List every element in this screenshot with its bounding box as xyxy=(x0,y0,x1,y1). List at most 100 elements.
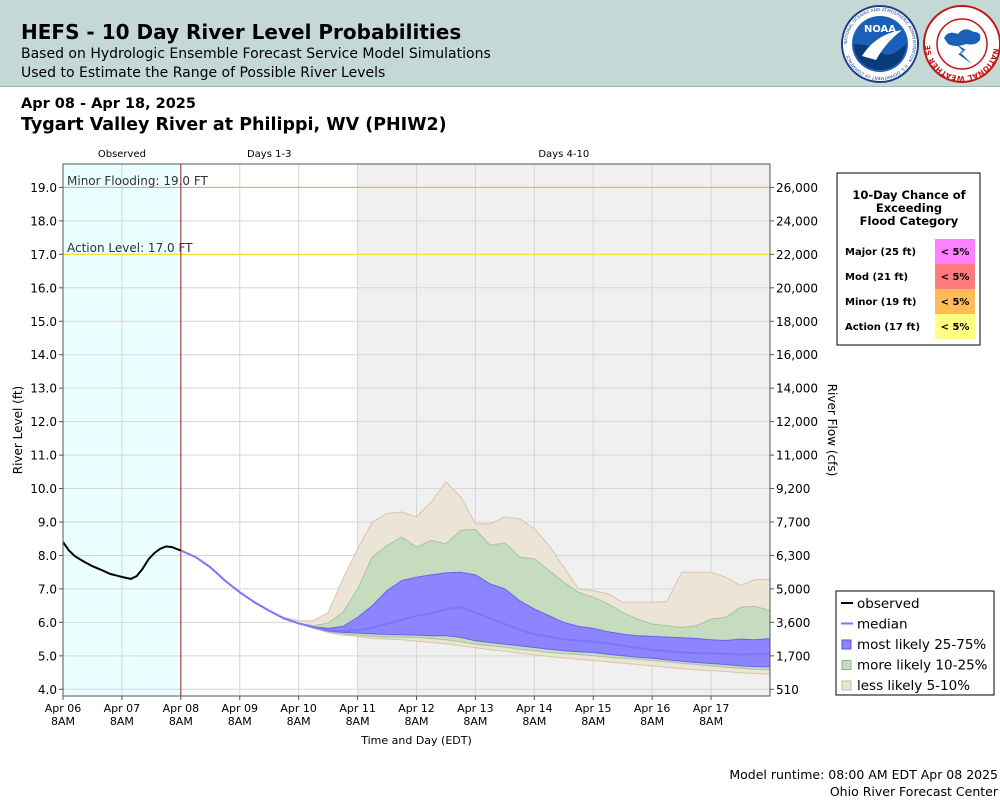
right-tick-label: 12,000 xyxy=(776,415,818,429)
exceedance-category: Action (17 ft) xyxy=(845,322,920,333)
x-tick-label: Apr 11 xyxy=(339,702,376,715)
exceedance-title: Flood Category xyxy=(860,214,959,228)
y-tick-label: 17.0 xyxy=(30,248,57,262)
x-tick-label: 8AM xyxy=(346,715,370,728)
y-axis-label-right: River Flow (cfs) xyxy=(825,384,839,477)
y-tick-label: 12.0 xyxy=(30,415,57,429)
exceedance-category: Minor (19 ft) xyxy=(845,297,916,308)
noaa-logo-text: NOAA xyxy=(864,24,896,35)
period-label: Days 4-10 xyxy=(538,149,589,160)
x-tick-label: 8AM xyxy=(463,715,487,728)
legend-entry: more likely 10-25% xyxy=(857,658,988,674)
subtitle-line-1: Based on Hydrologic Ensemble Forecast Se… xyxy=(21,46,491,62)
page-title: HEFS - 10 Day River Level Probabilities xyxy=(21,20,462,44)
y-tick-label: 9.0 xyxy=(38,516,57,530)
exceedance-title: Exceeding xyxy=(876,201,942,215)
x-tick-label: Apr 16 xyxy=(634,702,671,715)
y-tick-label: 6.0 xyxy=(38,616,57,630)
y-tick-label: 18.0 xyxy=(30,214,57,228)
right-tick-label: 22,000 xyxy=(776,248,818,262)
exceedance-chance: < 5% xyxy=(941,272,970,283)
period-label: Observed xyxy=(98,149,146,160)
right-tick-label: 26,000 xyxy=(776,181,818,195)
threshold-label: Minor Flooding: 19.0 FT xyxy=(67,174,209,188)
x-axis-label: Time and Day (EDT) xyxy=(360,734,472,747)
legend-swatch xyxy=(841,639,852,650)
exceedance-category: Mod (21 ft) xyxy=(845,272,908,283)
y-tick-label: 14.0 xyxy=(30,348,57,362)
right-tick-label: 24,000 xyxy=(776,214,818,228)
x-tick-label: Apr 13 xyxy=(457,702,494,715)
x-tick-label: Apr 10 xyxy=(280,702,317,715)
x-tick-label: Apr 08 xyxy=(163,702,200,715)
x-tick-label: Apr 15 xyxy=(575,702,612,715)
right-tick-label: 18,000 xyxy=(776,315,818,329)
legend-entry: most likely 25-75% xyxy=(857,637,986,653)
x-tick-label: 8AM xyxy=(404,715,428,728)
y-tick-label: 19.0 xyxy=(30,181,57,195)
x-tick-label: 8AM xyxy=(522,715,546,728)
right-tick-label: 5,000 xyxy=(776,582,810,596)
legend-entry: median xyxy=(857,617,908,633)
period-label: Days 1-3 xyxy=(247,149,291,160)
forecast-center: Ohio River Forecast Center xyxy=(829,784,998,799)
observed-line xyxy=(62,541,182,580)
station-name: Tygart Valley River at Philippi, WV (PHI… xyxy=(21,115,447,135)
x-tick-label: 8AM xyxy=(640,715,664,728)
right-tick-label: 16,000 xyxy=(776,348,818,362)
noaa-logo: NOAA NATIONAL OCEANIC AND ATMOSPHERIC AD… xyxy=(841,5,919,83)
right-tick-label: 20,000 xyxy=(776,281,818,295)
y-tick-label: 10.0 xyxy=(30,482,57,496)
x-tick-label: Apr 07 xyxy=(104,702,141,715)
x-tick-label: 8AM xyxy=(228,715,252,728)
y-tick-label: 7.0 xyxy=(38,582,57,596)
exceedance-chance: < 5% xyxy=(941,322,970,333)
exceedance-chance-cell xyxy=(935,239,975,264)
nws-logo: NATIONAL WEATHER SERVICE xyxy=(922,4,1000,83)
y-tick-label: 16.0 xyxy=(30,281,57,295)
y-axis-label-left: River Level (ft) xyxy=(11,386,25,474)
x-tick-label: Apr 12 xyxy=(398,702,435,715)
x-tick-label: 8AM xyxy=(110,715,134,728)
exceedance-chance: < 5% xyxy=(941,247,970,258)
exceedance-chance: < 5% xyxy=(941,297,970,308)
right-tick-label: 510 xyxy=(776,683,799,697)
y-tick-label: 4.0 xyxy=(38,683,57,697)
y-tick-label: 5.0 xyxy=(38,649,57,663)
x-tick-label: 8AM xyxy=(169,715,193,728)
exceedance-title: 10-Day Chance of xyxy=(852,188,966,202)
threshold-label: Action Level: 17.0 FT xyxy=(67,241,193,255)
x-tick-label: 8AM xyxy=(287,715,311,728)
legend-entry: less likely 5-10% xyxy=(857,678,970,694)
x-tick-label: Apr 17 xyxy=(693,702,730,715)
legend-entry: observed xyxy=(857,596,920,612)
y-tick-label: 13.0 xyxy=(30,382,57,396)
right-tick-label: 6,300 xyxy=(776,549,810,563)
date-range: Apr 08 - Apr 18, 2025 xyxy=(21,96,196,112)
header-banner: HEFS - 10 Day River Level Probabilities … xyxy=(0,0,1000,87)
right-tick-label: 9,200 xyxy=(776,482,810,496)
right-tick-label: 1,700 xyxy=(776,649,810,663)
legend-swatch xyxy=(841,660,852,670)
exceedance-chance-cell xyxy=(935,289,975,314)
exceedance-category: Major (25 ft) xyxy=(845,247,916,258)
subtitle-line-2: Used to Estimate the Range of Possible R… xyxy=(21,65,386,81)
x-tick-label: Apr 06 xyxy=(45,702,82,715)
right-tick-label: 7,700 xyxy=(776,516,810,530)
median-line xyxy=(180,549,771,656)
x-tick-label: 8AM xyxy=(581,715,605,728)
x-tick-label: 8AM xyxy=(51,715,75,728)
x-tick-label: Apr 09 xyxy=(221,702,258,715)
x-tick-label: 8AM xyxy=(699,715,723,728)
legend-box xyxy=(835,590,995,696)
model-runtime: Model runtime: 08:00 AM EDT Apr 08 2025 xyxy=(729,767,998,782)
exceedance-chance-cell xyxy=(935,264,975,289)
exceedance-chance-cell xyxy=(935,314,975,339)
right-tick-label: 3,600 xyxy=(776,616,810,630)
y-tick-label: 8.0 xyxy=(38,549,57,563)
right-tick-label: 11,000 xyxy=(776,449,818,463)
y-tick-label: 15.0 xyxy=(30,315,57,329)
y-tick-label: 11.0 xyxy=(30,449,57,463)
right-tick-label: 14,000 xyxy=(776,382,818,396)
